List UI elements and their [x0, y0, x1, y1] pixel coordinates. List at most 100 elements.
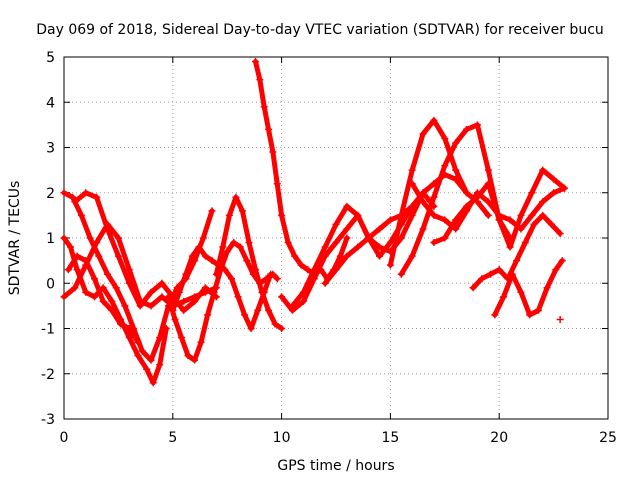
data-point — [188, 252, 196, 260]
data-point — [175, 288, 183, 296]
series-satellite-d — [71, 189, 220, 314]
data-point — [178, 334, 186, 342]
data-point — [149, 379, 157, 387]
data-point — [539, 166, 547, 174]
data-point — [125, 334, 133, 342]
data-point — [430, 116, 438, 124]
data-point — [251, 58, 259, 66]
data-point — [528, 211, 536, 219]
data-point — [441, 134, 449, 142]
data-point — [441, 162, 449, 170]
data-point — [484, 166, 492, 174]
data-point — [419, 198, 427, 206]
data-point — [560, 184, 568, 192]
data-point — [99, 284, 107, 292]
data-point — [495, 216, 503, 224]
data-point — [278, 325, 286, 332]
data-point — [112, 284, 120, 292]
data-point — [299, 297, 307, 305]
data-point — [386, 216, 394, 224]
data-point — [67, 243, 75, 251]
data-point — [278, 211, 286, 219]
data-point — [408, 180, 416, 188]
data-point — [528, 189, 536, 197]
data-point — [201, 284, 209, 292]
data-point — [228, 275, 236, 283]
data-point — [376, 225, 384, 233]
data-point — [397, 211, 405, 219]
data-point — [104, 225, 112, 233]
data-point — [265, 306, 273, 314]
data-point — [114, 252, 122, 260]
data-point — [147, 288, 155, 296]
data-point — [71, 284, 79, 292]
data-point — [243, 257, 251, 265]
data-point — [526, 311, 534, 319]
data-point — [343, 234, 351, 242]
data-point — [108, 306, 116, 314]
data-point — [191, 297, 199, 305]
data-point — [114, 234, 122, 242]
data-point — [530, 220, 538, 228]
y-tick-label: 1 — [46, 231, 55, 247]
data-point — [136, 302, 144, 310]
data-point — [265, 125, 273, 133]
data-point — [408, 166, 416, 174]
data-point — [517, 211, 525, 219]
data-point — [73, 266, 81, 274]
data-point — [332, 239, 340, 247]
series-trace — [387, 117, 491, 268]
series-satellite-e — [64, 252, 142, 346]
data-point — [452, 139, 460, 147]
data-point — [71, 198, 79, 206]
data-point — [162, 325, 170, 332]
data-point — [164, 293, 172, 301]
data-point — [69, 193, 77, 201]
data-point — [158, 293, 166, 301]
series-satellite-k — [288, 189, 438, 310]
x-axis-label: GPS time / hours — [277, 458, 394, 474]
data-point — [463, 189, 471, 197]
data-point — [138, 347, 146, 355]
data-point — [365, 234, 373, 242]
data-point — [430, 239, 438, 247]
data-point — [332, 266, 340, 274]
data-point — [82, 288, 90, 296]
data-point — [273, 275, 281, 283]
data-point — [343, 225, 351, 233]
data-point — [408, 202, 416, 210]
data-point — [108, 297, 116, 305]
data-point — [223, 248, 231, 256]
data-point — [419, 225, 427, 233]
data-point — [64, 266, 72, 274]
series-trace — [61, 190, 215, 363]
data-point — [199, 234, 207, 242]
data-point — [201, 252, 209, 260]
data-point — [269, 148, 277, 156]
series-satellite-j — [278, 202, 416, 314]
y-tick-label: -2 — [41, 367, 55, 383]
data-point — [321, 243, 329, 251]
data-point — [208, 257, 216, 265]
data-point — [552, 266, 560, 274]
data-point — [463, 125, 471, 133]
data-point — [60, 189, 68, 197]
data-point — [197, 338, 205, 346]
data-point — [260, 103, 268, 111]
data-point — [241, 311, 249, 319]
data-point — [180, 306, 188, 314]
data-point — [184, 352, 192, 360]
data-point — [478, 275, 486, 283]
series-trace — [61, 235, 169, 386]
data-point — [291, 252, 299, 260]
data-point — [158, 279, 166, 287]
data-point — [419, 189, 427, 197]
data-point — [171, 315, 179, 323]
data-series — [60, 58, 568, 387]
data-point — [121, 302, 129, 310]
data-point — [210, 288, 218, 296]
y-tick-label: 0 — [46, 276, 55, 292]
y-tick-label: 4 — [46, 95, 55, 111]
x-tick-label: 25 — [599, 430, 617, 446]
data-point — [376, 243, 384, 251]
